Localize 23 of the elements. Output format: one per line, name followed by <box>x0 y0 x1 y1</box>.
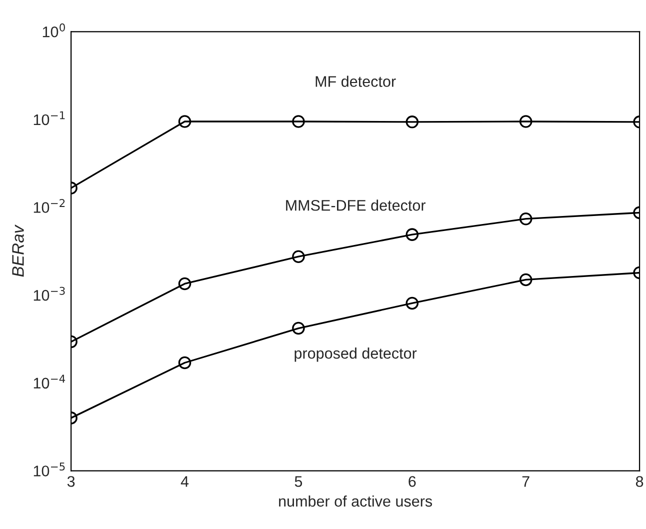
text: MF detector <box>316 76 396 87</box>
x-tick-label: 7 <box>522 476 530 487</box>
point <box>406 228 419 241</box>
y-tick-label: 10$^{−4}$ <box>34 374 66 389</box>
series-label: MMSE-DFE detector <box>286 200 426 211</box>
y-tick-label: 10$^{−3}$ <box>34 286 65 301</box>
point <box>292 322 305 335</box>
x-tick-label: 3 <box>67 476 75 487</box>
y-tick-label: 10$^{−5}$ <box>34 462 65 476</box>
y-tick-label: 10$^{−1}$ <box>34 111 65 126</box>
point <box>292 250 305 263</box>
x-tick-label: 5 <box>294 476 302 487</box>
y-tick-label: 10$^{−2}$ <box>34 199 65 213</box>
y-tick-label: 10$^{0}$ <box>42 23 65 38</box>
point <box>406 296 419 310</box>
x-tick-label: 6 <box>408 476 416 487</box>
point <box>406 116 419 128</box>
point <box>292 115 305 128</box>
series-label: proposed detector <box>294 348 417 362</box>
x-tick-label: 4 <box>180 476 189 487</box>
x-axis-title: number of active users <box>279 495 432 507</box>
y-axis-title: BERav <box>12 224 24 277</box>
x-tick-label: 8 <box>636 476 644 487</box>
